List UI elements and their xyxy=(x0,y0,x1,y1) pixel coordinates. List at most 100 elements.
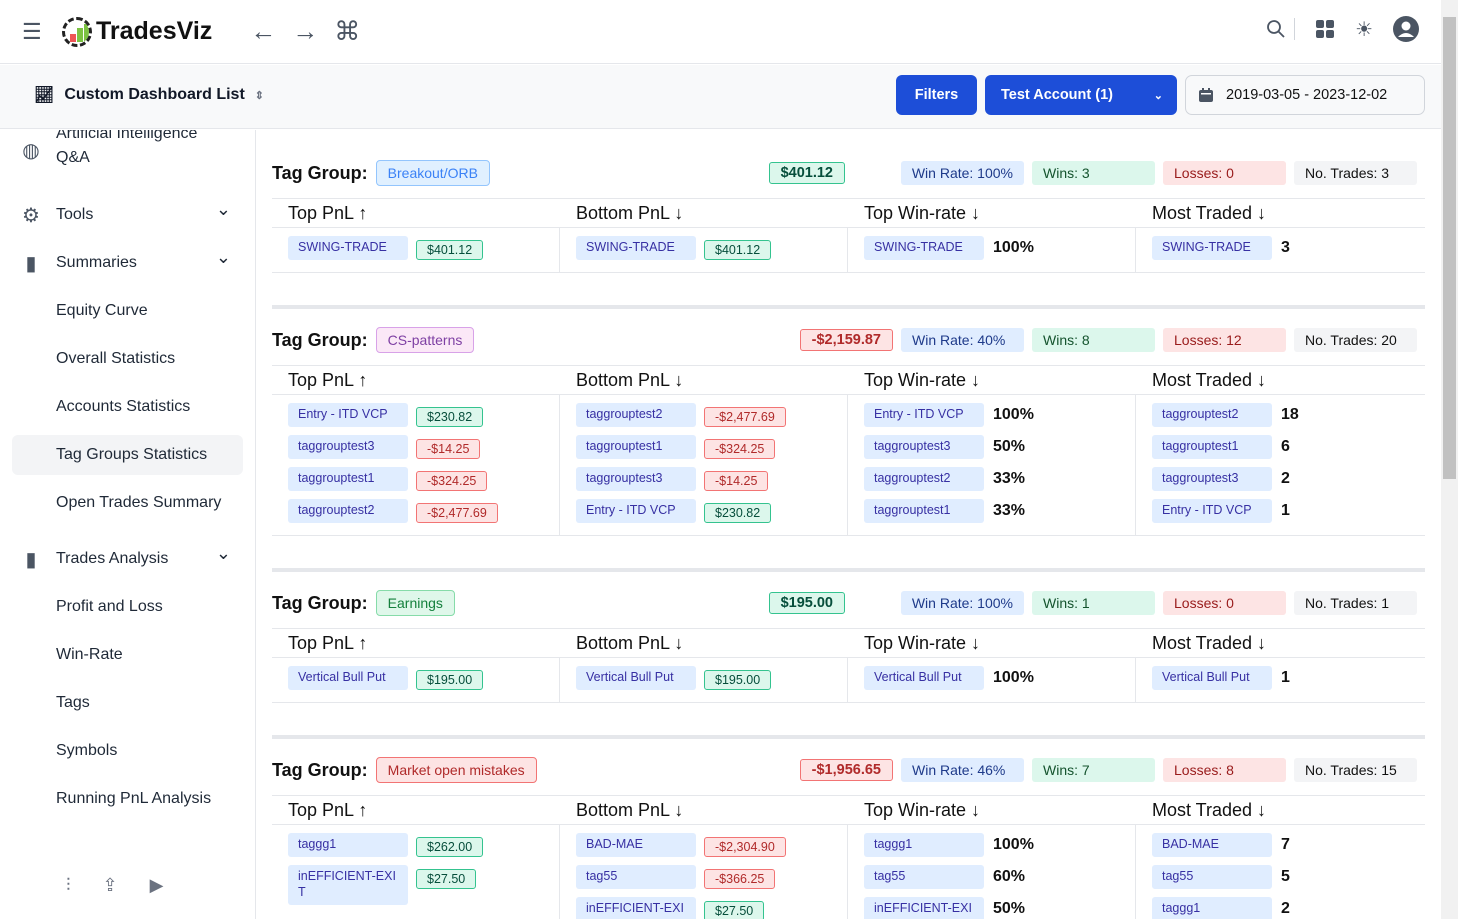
tag-chip[interactable]: taggrouptest1 xyxy=(864,499,984,523)
tag-chip[interactable]: taggg1 xyxy=(864,833,984,857)
logo[interactable]: TradesViz xyxy=(62,16,212,47)
list-item: BAD-MAE -$2,304.90 xyxy=(576,833,847,865)
tag-chip[interactable]: Entry - ITD VCP xyxy=(288,403,408,427)
tag-chip[interactable]: taggrouptest2 xyxy=(576,403,696,427)
sidebar-item[interactable]: ▮ Summaries ⌄ xyxy=(12,243,243,283)
tag-chip[interactable]: taggg1 xyxy=(1152,897,1272,919)
tag-chip[interactable]: inEFFICIENT-EXIT xyxy=(864,897,984,919)
tag-chip[interactable]: taggrouptest1 xyxy=(288,467,408,491)
tag-chip[interactable]: BAD-MAE xyxy=(1152,833,1272,857)
account-select[interactable]: Test Account (1) ⌄ xyxy=(985,75,1177,115)
dashboard-list-selector[interactable]: 📈︎ Custom Dashboard List ⇕ xyxy=(34,85,264,105)
filters-button[interactable]: Filters xyxy=(896,75,977,115)
tag-chip[interactable]: SWING-TRADE xyxy=(1152,236,1272,260)
list-item: BAD-MAE 7 xyxy=(1152,833,1425,865)
chevron-down-icon: ⌄ xyxy=(215,543,231,563)
tag-chip[interactable]: taggg1 xyxy=(288,833,408,857)
pnl-value-badge: -$2,304.90 xyxy=(704,837,786,857)
sidebar-item[interactable]: ⚙ Tools ⌄ xyxy=(12,195,243,235)
pnl-value-badge: $401.12 xyxy=(704,240,772,260)
scrollbar-thumb[interactable] xyxy=(1443,17,1456,479)
tag-chip[interactable]: Vertical Bull Put xyxy=(576,666,696,690)
tag-chip[interactable]: taggrouptest3 xyxy=(288,435,408,459)
tag-group-card: Tag Group: Earnings $195.00 Win Rate: 100% W… xyxy=(272,582,1425,739)
stat-wins: Wins: 8 xyxy=(1032,328,1155,352)
column-most: BAD-MAE 7 tag55 5 taggg1 2 xyxy=(1136,825,1425,919)
tag-chip[interactable]: SWING-TRADE xyxy=(288,236,408,260)
user-avatar-icon[interactable] xyxy=(1393,16,1419,42)
command-icon[interactable]: ⌘ xyxy=(334,16,361,46)
column-most: taggrouptest2 18 taggrouptest1 6 taggrouptes… xyxy=(1136,395,1425,536)
tag-chip[interactable]: SWING-TRADE xyxy=(576,236,696,260)
tag-chip[interactable]: taggrouptest2 xyxy=(288,499,408,523)
sidebar-item[interactable]: Tag Groups Statistics xyxy=(12,435,243,475)
column-winrate: taggg1 100% tag55 60% inEFFICIENT-EXIT 50% xyxy=(848,825,1136,919)
tag-chip[interactable]: taggrouptest2 xyxy=(1152,403,1272,427)
sidebar-item[interactable]: Equity Curve xyxy=(12,291,243,331)
tag-chip[interactable]: taggrouptest3 xyxy=(1152,467,1272,491)
tag-chip[interactable]: inEFFICIENT-EXIT xyxy=(576,897,696,919)
apps-grid-icon[interactable] xyxy=(1315,19,1335,39)
tag-chip[interactable]: BAD-MAE xyxy=(576,833,696,857)
stat-win-rate: Win Rate: 100% xyxy=(900,161,1024,185)
sidebar-item[interactable]: Running PnL Analysis xyxy=(12,779,243,819)
column-header: Bottom PnL ↓ xyxy=(560,796,848,825)
list-item: Entry - ITD VCP 100% xyxy=(864,403,1135,435)
tag-chip[interactable]: Vertical Bull Put xyxy=(288,666,408,690)
tag-groups-content: Tag Group: Breakout/ORB $401.12 Win Rate: 1… xyxy=(272,130,1425,919)
theme-sun-icon[interactable]: ☀ xyxy=(1355,18,1373,41)
tag-chip[interactable]: tag55 xyxy=(1152,865,1272,889)
date-range-picker[interactable]: 2019-03-05 - 2023-12-02 xyxy=(1185,75,1425,115)
list-item: Vertical Bull Put 100% xyxy=(864,666,1135,698)
tag-group-title: Tag Group: xyxy=(272,592,368,613)
tag-group-pnl-badge: -$2,159.87 xyxy=(799,329,893,351)
calendar-icon xyxy=(1199,88,1213,102)
sidebar-item[interactable]: Accounts Statistics xyxy=(12,387,243,427)
chevron-down-icon: ⌄ xyxy=(215,247,231,267)
sidebar-item[interactable]: Profit and Loss xyxy=(12,587,243,627)
tag-chip[interactable]: Entry - ITD VCP xyxy=(1152,499,1272,523)
stat-wins: Wins: 3 xyxy=(1032,161,1155,185)
sidebar-item[interactable]: Tags xyxy=(12,683,243,723)
tag-group-title: Tag Group: xyxy=(272,162,368,183)
chart-icon: ▮ xyxy=(25,548,37,571)
tag-chip[interactable]: taggrouptest1 xyxy=(1152,435,1272,459)
scrollbar[interactable] xyxy=(1441,0,1458,919)
column-header: Top Win-rate ↓ xyxy=(848,796,1136,825)
pnl-value-badge: -$14.25 xyxy=(416,439,481,459)
tag-chip[interactable]: Vertical Bull Put xyxy=(864,666,984,690)
search-icon[interactable] xyxy=(1266,19,1286,39)
tag-chip[interactable]: taggrouptest3 xyxy=(576,467,696,491)
tag-chip[interactable]: taggrouptest3 xyxy=(864,435,984,459)
report-icon: ▮ xyxy=(25,252,37,275)
tag-chip[interactable]: taggrouptest2 xyxy=(864,467,984,491)
sidebar-item[interactable]: ◍ Artificial Intelligence Q&A xyxy=(12,130,243,178)
tag-chip[interactable]: Entry - ITD VCP xyxy=(576,499,696,523)
tag-chip[interactable]: tag55 xyxy=(576,865,696,889)
list-item: SWING-TRADE $401.12 xyxy=(288,236,559,268)
tag-chip[interactable]: taggrouptest1 xyxy=(576,435,696,459)
tag-chip[interactable]: Vertical Bull Put xyxy=(1152,666,1272,690)
sidebar-item[interactable]: Overall Statistics xyxy=(12,339,243,379)
sidebar-item[interactable]: Open Trades Summary xyxy=(12,483,243,523)
stat-trades: No. Trades: 20 xyxy=(1294,328,1417,352)
divider xyxy=(1294,18,1296,40)
group-separator xyxy=(272,735,1425,739)
tag-chip[interactable]: SWING-TRADE xyxy=(864,236,984,260)
sidebar-item[interactable]: ▮ Trades Analysis ⌄ xyxy=(12,539,243,579)
column-winrate: SWING-TRADE 100% xyxy=(848,228,1136,273)
pnl-value-badge: $27.50 xyxy=(704,901,765,919)
back-arrow-icon[interactable]: ← xyxy=(250,16,277,46)
tag-chip[interactable]: inEFFICIENT-EXIT xyxy=(288,865,408,905)
upload-icon[interactable]: ⇪ xyxy=(102,875,118,895)
pnl-value-badge: -$2,477.69 xyxy=(704,407,786,427)
tag-chip[interactable]: Entry - ITD VCP xyxy=(864,403,984,427)
menu-icon[interactable]: ☰ xyxy=(22,18,42,44)
youtube-icon[interactable]: ▶ xyxy=(149,875,164,895)
stat-losses: Losses: 0 xyxy=(1163,591,1286,615)
forward-arrow-icon[interactable]: → xyxy=(292,16,319,46)
sidebar-item[interactable]: Win-Rate xyxy=(12,635,243,675)
sidebar-item[interactable]: Symbols xyxy=(12,731,243,771)
sliders-icon[interactable]: ⫶ xyxy=(66,875,71,895)
tag-chip[interactable]: tag55 xyxy=(864,865,984,889)
